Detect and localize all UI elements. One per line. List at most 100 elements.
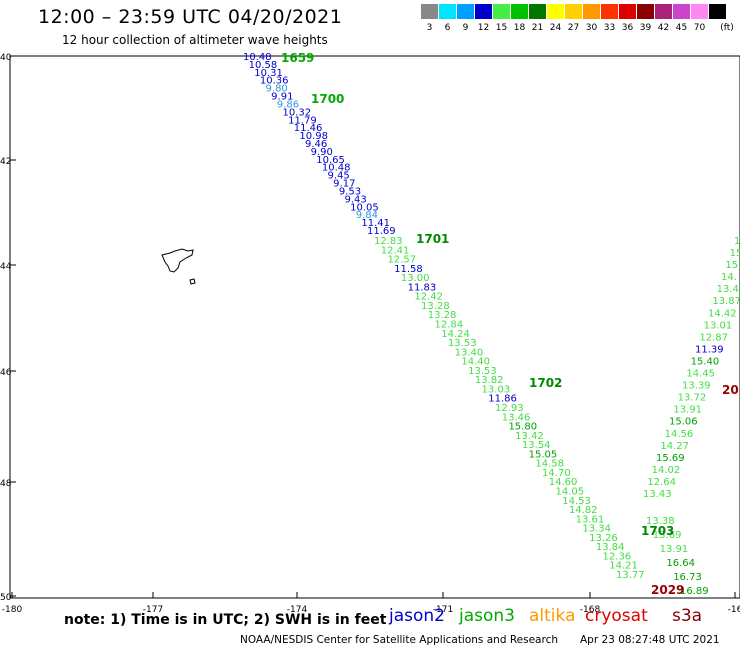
wave-height-value: 14.21 bbox=[609, 561, 638, 572]
wave-height-value: 14.82 bbox=[569, 505, 598, 516]
wave-height-value: 13.03 bbox=[482, 384, 511, 395]
lat-label: 46 bbox=[0, 368, 12, 378]
wave-height-value: 15.40 bbox=[691, 356, 720, 367]
lon-label: -168 bbox=[580, 605, 601, 615]
wave-height-value: 13.46 bbox=[502, 412, 531, 423]
pass-time-label: 1703 bbox=[641, 524, 674, 538]
wave-height-value: 16.73 bbox=[673, 572, 702, 583]
footer-timestamp: Apr 23 08:27:48 UTC 2021 bbox=[580, 634, 720, 646]
wave-height-value: 10.05 bbox=[350, 202, 379, 213]
legend-label: 12 bbox=[477, 23, 490, 33]
wave-height-value: 13.69 bbox=[653, 530, 682, 541]
legend-label: 33 bbox=[603, 23, 616, 33]
legend-label: 30 bbox=[585, 23, 598, 33]
island-shape bbox=[161, 248, 196, 285]
wave-height-value: 15 bbox=[730, 248, 740, 259]
wave-height-value: 14.27 bbox=[660, 441, 689, 452]
lon-label: -177 bbox=[143, 605, 163, 615]
legend-swatch bbox=[619, 4, 636, 19]
wave-height-value: 10.32 bbox=[282, 107, 311, 118]
legend-swatch bbox=[691, 4, 708, 19]
wave-height-value: 13.40 bbox=[455, 347, 484, 358]
wave-height-value: 12.87 bbox=[699, 332, 728, 343]
wave-height-value: 14.60 bbox=[549, 477, 578, 488]
wave-height-value: 11.79 bbox=[288, 115, 317, 126]
pass-time-label: 20 bbox=[722, 383, 739, 397]
wave-height-value: 13.26 bbox=[589, 533, 618, 544]
legend-label: 24 bbox=[549, 23, 562, 33]
wave-height-value: 13.82 bbox=[475, 375, 504, 386]
wave-height-value: 13.42 bbox=[515, 431, 544, 442]
wave-height-value: 15.80 bbox=[508, 422, 537, 433]
legend-label: 15 bbox=[495, 23, 508, 33]
plot-frame bbox=[9, 55, 740, 599]
legend-swatch bbox=[421, 4, 438, 19]
wave-height-value: 13.54 bbox=[522, 440, 551, 451]
wave-height-value: 12.84 bbox=[435, 320, 464, 331]
wave-height-value: 11.58 bbox=[394, 264, 423, 275]
legend-swatch bbox=[637, 4, 654, 19]
satellite-jason2: jason2 bbox=[389, 606, 445, 626]
legend-swatch bbox=[673, 4, 690, 19]
satellite-jason3: jason3 bbox=[459, 606, 515, 626]
legend-swatch bbox=[493, 4, 510, 19]
wave-height-value: 14. bbox=[721, 272, 737, 283]
wave-height-value: 12.42 bbox=[414, 292, 443, 303]
wave-height-value: 10.36 bbox=[260, 76, 289, 87]
title: 12:00 – 23:59 UTC 04/20/2021 bbox=[38, 6, 343, 28]
wave-height-value: 14.58 bbox=[535, 459, 564, 470]
legend-label: 18 bbox=[513, 23, 526, 33]
wave-height-value: 16.89 bbox=[680, 586, 709, 597]
wave-height-value: 13.38 bbox=[646, 516, 675, 527]
wave-height-value: 12.93 bbox=[495, 403, 524, 414]
wave-height-value: 13.28 bbox=[421, 301, 450, 312]
wave-height-value: 14 bbox=[734, 236, 740, 247]
wave-height-value: 11.39 bbox=[695, 344, 724, 355]
wave-height-value: 10.58 bbox=[249, 60, 278, 71]
lon-label: -171 bbox=[433, 605, 453, 615]
legend-unit: (ft) bbox=[720, 23, 734, 33]
wave-height-value: 13.39 bbox=[682, 381, 711, 392]
wave-height-value: 9.80 bbox=[266, 84, 288, 95]
wave-height-value: 12.57 bbox=[387, 255, 416, 266]
legend-label: 45 bbox=[675, 23, 688, 33]
lon-label: -174 bbox=[287, 605, 308, 615]
wave-height-value: 13.91 bbox=[660, 544, 689, 555]
wave-height-value: 10.65 bbox=[316, 155, 345, 166]
legend-label: 3 bbox=[426, 23, 433, 33]
pass-time-label: 1659 bbox=[281, 51, 314, 65]
wave-height-value: 13.01 bbox=[704, 320, 733, 331]
wave-height-value: 11.86 bbox=[488, 394, 517, 405]
lat-label: 50 bbox=[0, 593, 12, 603]
wave-height-value: 13.34 bbox=[582, 524, 611, 535]
legend-swatch bbox=[529, 4, 546, 19]
legend-swatch bbox=[709, 4, 726, 19]
wave-height-value: 14.05 bbox=[556, 487, 585, 498]
subtitle: 12 hour collection of altimeter wave hei… bbox=[62, 33, 328, 47]
wave-height-value: 9.46 bbox=[305, 139, 327, 150]
wave-height-value: 15.05 bbox=[529, 449, 558, 460]
wave-height-value: 9.45 bbox=[328, 171, 350, 182]
legend-swatch bbox=[547, 4, 564, 19]
wave-height-value: 13.53 bbox=[468, 366, 497, 377]
wave-height-value: 15.69 bbox=[656, 453, 685, 464]
legend-swatch bbox=[457, 4, 474, 19]
lon-label: -180 bbox=[2, 605, 23, 615]
wave-height-value: 13.72 bbox=[678, 393, 707, 404]
wave-height-value: 13.43 bbox=[643, 489, 672, 500]
wave-height-value: 11.46 bbox=[294, 123, 323, 134]
legend-label: 39 bbox=[639, 23, 652, 33]
wave-height-value: 13.4 bbox=[717, 284, 739, 295]
legend-swatch bbox=[601, 4, 618, 19]
wave-height-value: 10.98 bbox=[299, 131, 328, 142]
pass-time-label: 1700 bbox=[311, 92, 344, 106]
pass-time-label: 1702 bbox=[529, 376, 562, 390]
wave-height-value: 9.53 bbox=[339, 186, 361, 197]
wave-height-value: 12.41 bbox=[381, 245, 410, 256]
wave-height-value: 14.45 bbox=[686, 369, 715, 380]
lat-label: 42 bbox=[0, 157, 11, 167]
pass-time-label: 2029 bbox=[651, 583, 684, 597]
legend-label: 21 bbox=[531, 23, 544, 33]
legend-swatch bbox=[511, 4, 528, 19]
